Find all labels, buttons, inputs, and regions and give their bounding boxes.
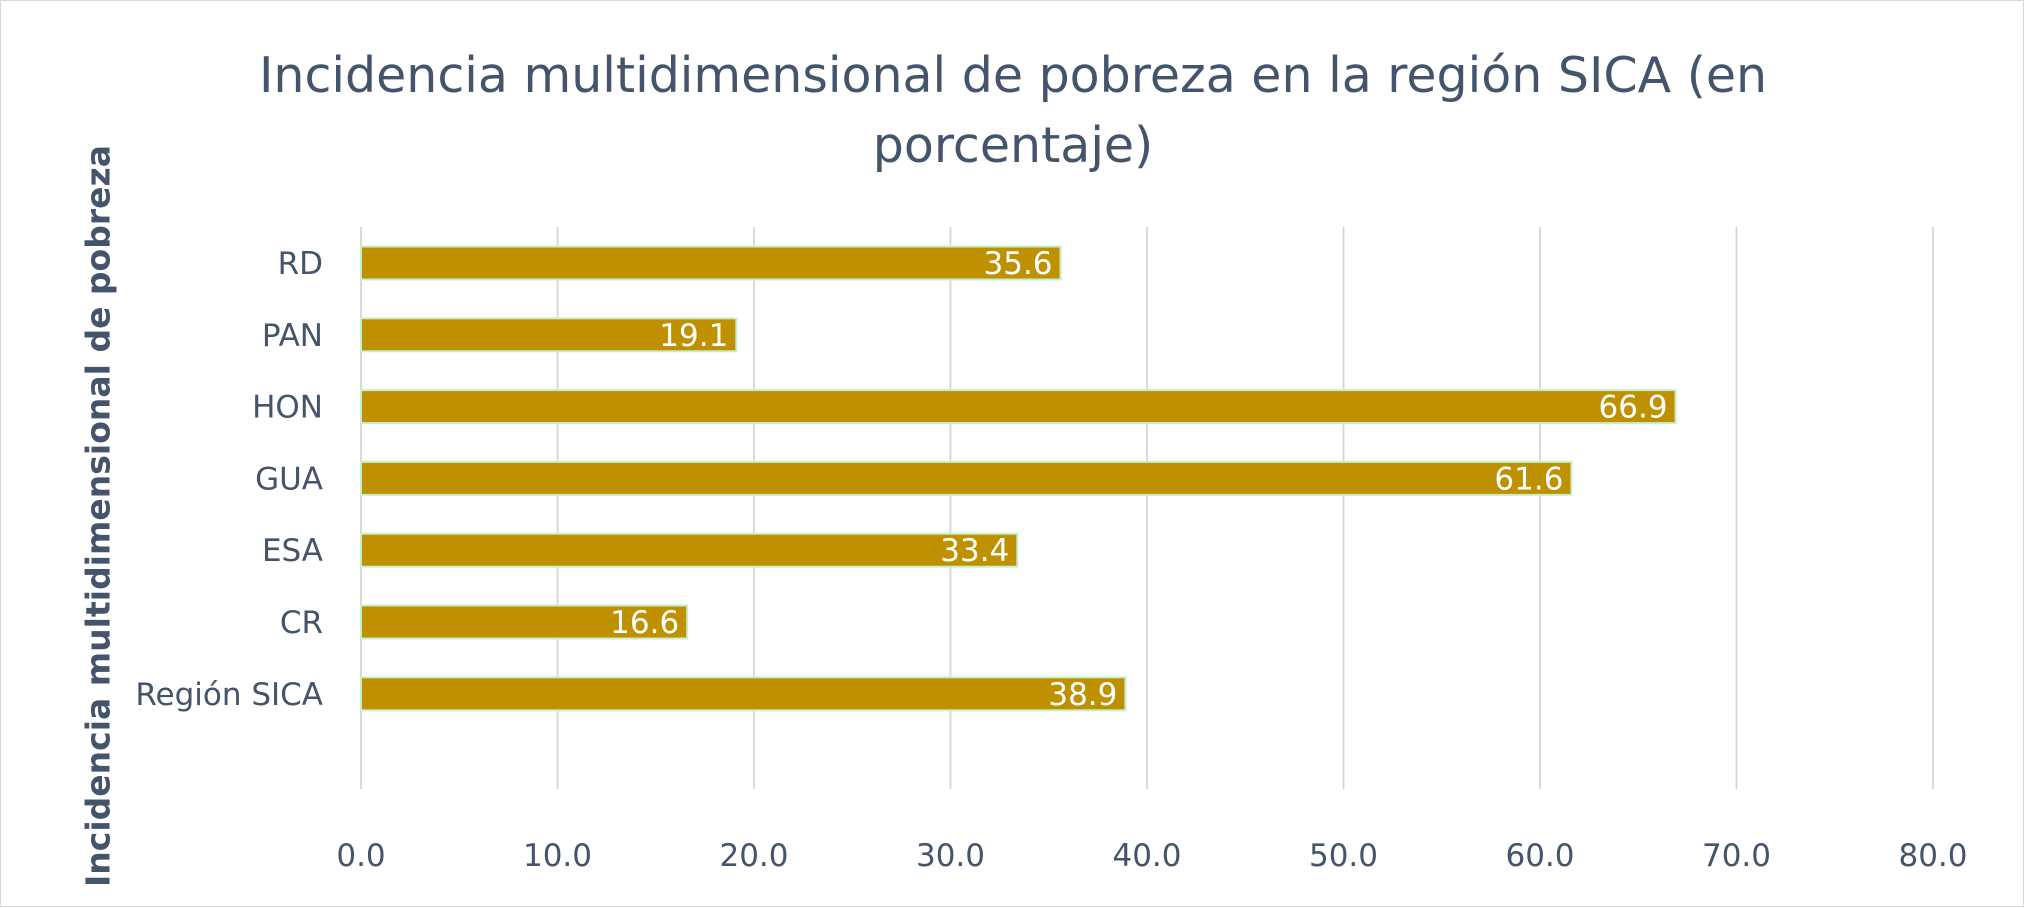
chart-title-line-1: Incidencia multidimensional de pobreza e… <box>258 47 1768 104</box>
x-tick-label: 70.0 <box>1702 838 1771 874</box>
chart-title: Incidencia multidimensional de pobreza e… <box>1 41 2024 181</box>
data-label: 38.9 <box>1048 677 1117 713</box>
x-tick-label: 50.0 <box>1309 838 1378 874</box>
x-tick-label: 80.0 <box>1898 838 1967 874</box>
bar <box>360 532 1019 568</box>
data-label: 16.6 <box>610 605 679 641</box>
data-label: 66.9 <box>1599 390 1668 426</box>
x-tick-label: 30.0 <box>916 838 985 874</box>
bar <box>360 389 1677 425</box>
category-label: HON <box>252 390 323 426</box>
x-tick-label: 0.0 <box>336 838 385 874</box>
data-label: 33.4 <box>940 533 1009 569</box>
category-label: RD <box>278 246 323 282</box>
data-label: 61.6 <box>1494 461 1563 497</box>
bar <box>360 245 1062 281</box>
category-label: PAN <box>262 318 323 354</box>
category-label: Región SICA <box>135 677 323 713</box>
category-label: ESA <box>262 533 323 569</box>
x-tick-label: 20.0 <box>719 838 788 874</box>
x-tick-label: 10.0 <box>523 838 592 874</box>
bar <box>360 604 689 640</box>
bar <box>360 460 1573 496</box>
chart-title-line-2: porcentaje) <box>872 117 1154 174</box>
data-label: 35.6 <box>984 246 1053 282</box>
x-tick-label: 40.0 <box>1112 838 1181 874</box>
bar <box>360 317 738 353</box>
category-label: CR <box>280 605 323 641</box>
x-tick-label: 60.0 <box>1505 838 1574 874</box>
category-label: GUA <box>255 461 323 497</box>
data-label: 19.1 <box>659 318 728 354</box>
bar <box>360 676 1127 712</box>
